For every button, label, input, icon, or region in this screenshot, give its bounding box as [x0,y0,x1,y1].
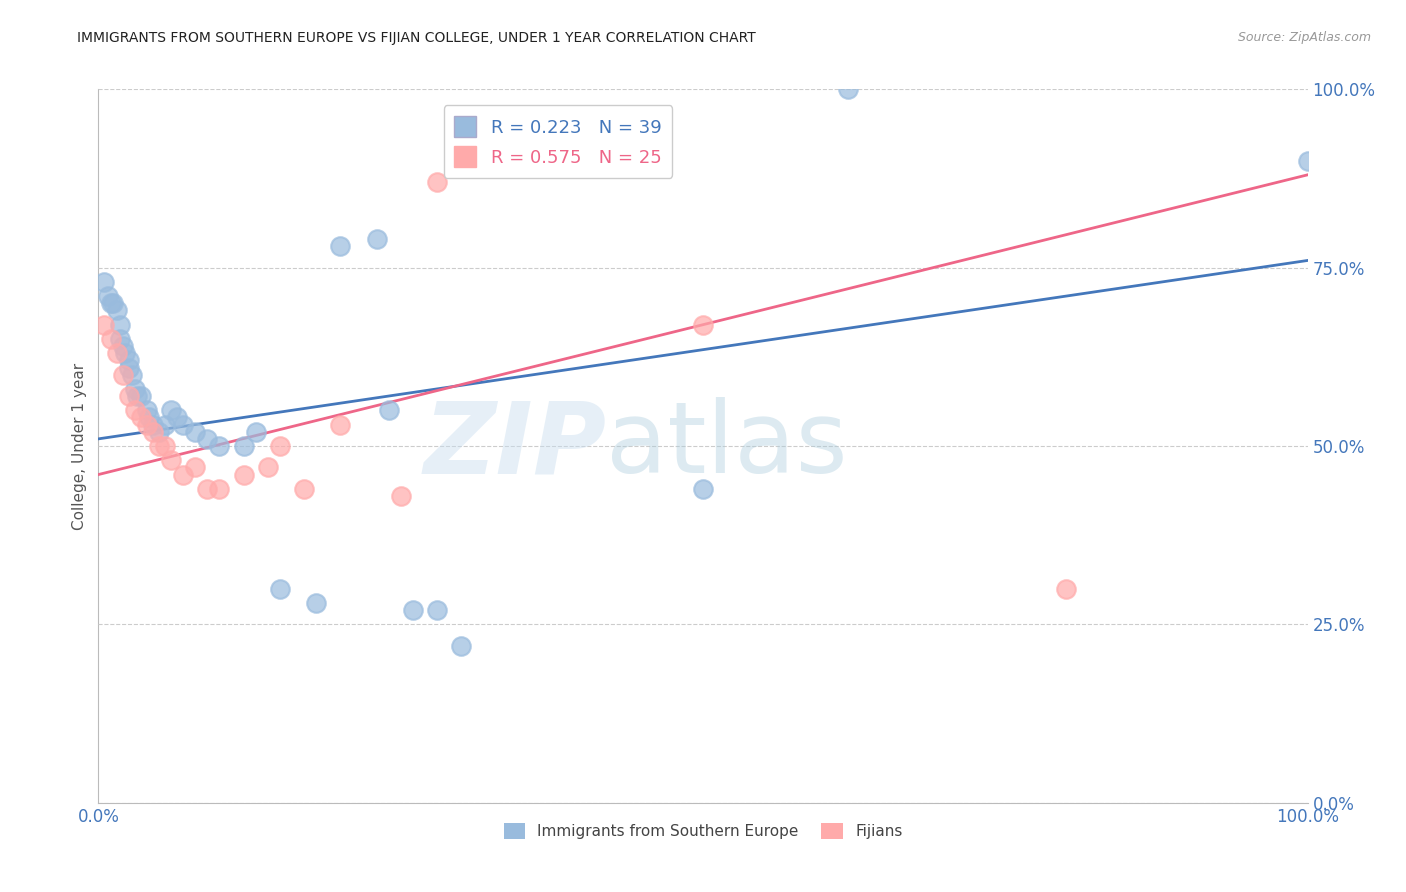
Point [118,360,141,375]
Point [269,582,291,596]
Point [402,603,425,617]
Legend: Immigrants from Southern Europe, Fijians: Immigrants from Southern Europe, Fijians [498,817,908,845]
Point [450,639,472,653]
Point [114,346,136,360]
Point [305,596,328,610]
Point [124,403,146,417]
Point [292,482,315,496]
Point [153,417,176,432]
Point [129,389,152,403]
Point [366,232,388,246]
Point [232,467,254,482]
Point [172,467,194,482]
Point [135,417,157,432]
Point [160,453,183,467]
Point [166,410,188,425]
Point [232,439,254,453]
Point [108,318,131,332]
Point [100,332,122,346]
Point [1054,582,1077,596]
Point [93,275,115,289]
Point [121,368,143,382]
Point [269,439,291,453]
Point [1296,153,1319,168]
Point [837,82,859,96]
Text: ZIP: ZIP [423,398,606,494]
Text: IMMIGRANTS FROM SOUTHERN EUROPE VS FIJIAN COLLEGE, UNDER 1 YEAR CORRELATION CHAR: IMMIGRANTS FROM SOUTHERN EUROPE VS FIJIA… [77,31,756,45]
Point [124,382,146,396]
Point [93,318,115,332]
Point [426,175,449,189]
Point [101,296,124,310]
Point [108,332,131,346]
Point [184,425,207,439]
Point [138,410,160,425]
Point [426,603,449,617]
Point [692,318,714,332]
Point [153,439,176,453]
Point [118,389,141,403]
Point [692,482,714,496]
Point [148,439,170,453]
Point [105,346,128,360]
Point [111,339,134,353]
Point [208,482,231,496]
Point [148,425,170,439]
Point [105,303,128,318]
Point [208,439,231,453]
Point [172,417,194,432]
Point [195,482,218,496]
Point [142,417,165,432]
Point [111,368,134,382]
Text: Source: ZipAtlas.com: Source: ZipAtlas.com [1237,31,1371,45]
Point [184,460,207,475]
Point [329,417,352,432]
Point [100,296,122,310]
Text: atlas: atlas [606,398,848,494]
Point [135,403,157,417]
Point [389,489,412,503]
Point [377,403,399,417]
Point [127,389,149,403]
Point [142,425,165,439]
Point [256,460,278,475]
Point [160,403,183,417]
Point [195,432,218,446]
Point [129,410,152,425]
Point [329,239,352,253]
Point [245,425,267,439]
Point [97,289,120,303]
Point [118,353,141,368]
Y-axis label: College, Under 1 year: College, Under 1 year [72,362,87,530]
